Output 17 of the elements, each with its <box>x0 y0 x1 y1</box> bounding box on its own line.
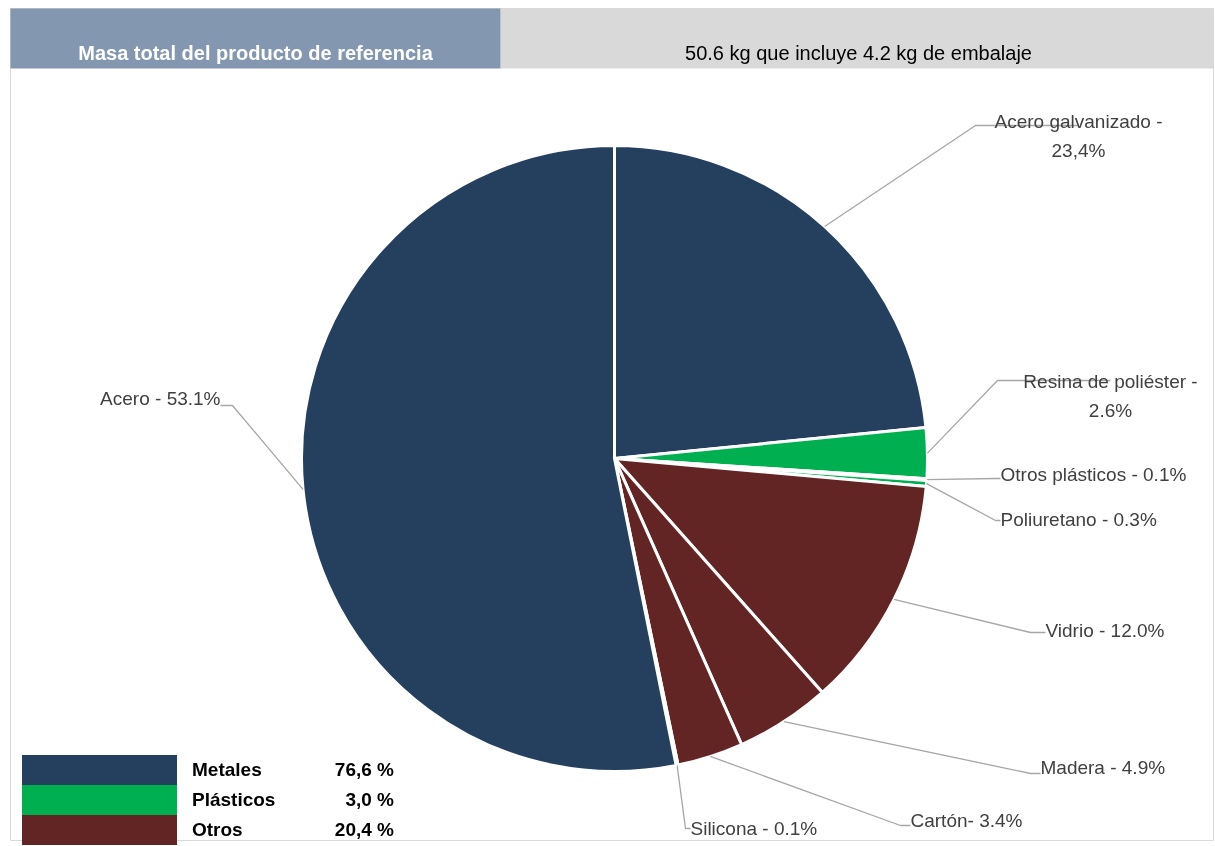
slice-label: Poliuretano - 0.3% <box>1000 509 1157 530</box>
text: 20,4 % <box>333 818 394 843</box>
chart-title: Masa total del producto de referencia <box>78 41 434 64</box>
text: 76,6 % <box>333 758 394 783</box>
slice-label: Resina de poliéster - 2.6% <box>1023 370 1198 421</box>
slice-label: Madera - 4.9% <box>1040 757 1166 778</box>
chart-subtitle: 50.6 kg que incluye 4.2 kg de embalaje <box>685 41 1032 64</box>
slice-label: Vidrio - 12.0% <box>1045 620 1165 641</box>
text: Plásticos <box>192 788 277 813</box>
slice-label: Acero - 53.1% <box>100 388 221 409</box>
slice-label: Cartón- 3.4% <box>910 810 1023 831</box>
text: Metales <box>192 758 263 783</box>
slice-label: Otros plásticos - 0.1% <box>1000 464 1187 485</box>
slice-label: Acero galvanizado - 23,4% <box>994 110 1163 161</box>
text: 3,0 % <box>344 788 394 813</box>
text: Otros <box>192 818 244 843</box>
slice-label: Silicona - 0.1% <box>690 818 818 839</box>
